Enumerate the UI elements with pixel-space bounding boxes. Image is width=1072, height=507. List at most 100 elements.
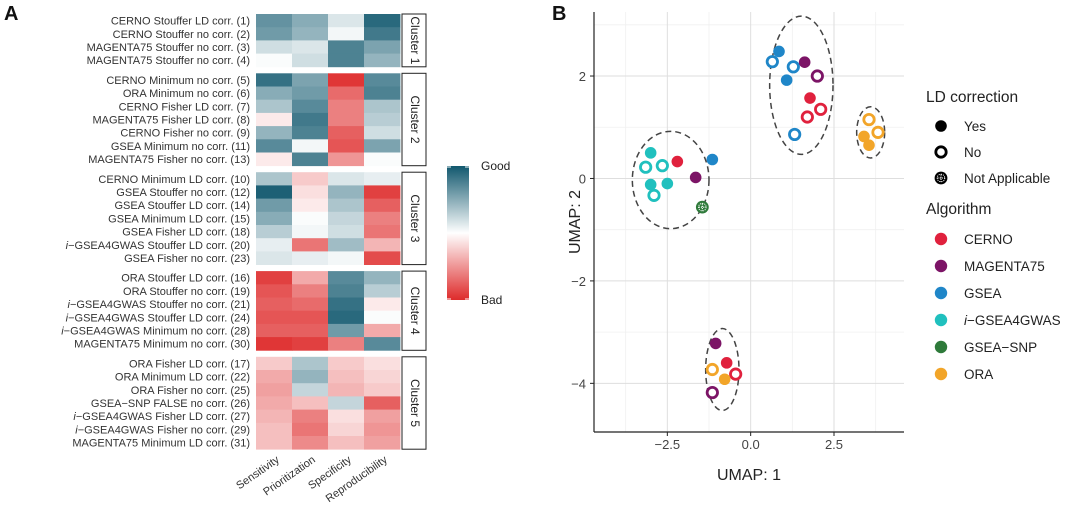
row-label-rest: −GSEA4GWAS Minimum no corr. (28) <box>64 326 250 338</box>
heatmap-cell <box>328 225 365 239</box>
data-point <box>800 110 814 124</box>
legend-label-text: −GSEA4GWAS <box>967 313 1061 328</box>
heatmap-cell <box>364 238 401 252</box>
heatmap-cell <box>328 152 365 167</box>
legend-algorithm-swatch <box>934 232 948 246</box>
heatmap-cell <box>256 297 293 312</box>
heatmap-cell <box>292 211 329 226</box>
x-tick-label: 0.0 <box>742 437 760 452</box>
heatmap-cell <box>256 422 293 437</box>
heatmap-cell <box>364 40 401 54</box>
legend-ld-symbol <box>934 171 948 185</box>
heatmap-cell <box>328 185 365 199</box>
heatmap-cell <box>256 152 293 167</box>
cluster-strip <box>401 13 427 68</box>
data-point <box>871 125 885 139</box>
legend-algorithm-swatch <box>934 286 948 300</box>
heatmap-cell <box>256 251 293 265</box>
heatmap-cell <box>364 436 401 450</box>
legend-algorithm-label: GSEA <box>964 286 1002 301</box>
row-label-rest: −GSEA4GWAS Stouffer LD corr. (24) <box>68 312 250 324</box>
legend-label-text: CERNO <box>964 232 1013 247</box>
heatmap-cell <box>292 225 329 239</box>
heatmap-cell <box>292 323 329 338</box>
heatmap-cell <box>256 139 293 153</box>
legend-algorithm-label: CERNO <box>964 232 1013 247</box>
row-label: ORA Stouffer LD corr. (16) <box>121 273 250 285</box>
cluster-label: Cluster 1 <box>408 16 422 64</box>
data-point <box>720 357 733 369</box>
y-tick-label: −4 <box>571 376 586 391</box>
row-label: i−GSEA4GWAS Stouffer no corr. (21) <box>67 299 250 311</box>
legend-label-text: ORA <box>964 367 993 382</box>
heatmap-cell <box>328 409 365 424</box>
heatmap-cell <box>328 86 365 101</box>
heatmap-cell <box>364 337 401 351</box>
heatmap-cell <box>256 310 293 325</box>
data-point <box>863 139 875 151</box>
heatmap-cell <box>364 225 401 239</box>
heatmap-cell <box>364 383 401 397</box>
panel-label-b: B <box>552 3 566 25</box>
heatmap-cell <box>292 53 329 68</box>
heatmap-cell <box>364 211 401 226</box>
heatmap-cell <box>292 238 329 252</box>
data-point <box>639 160 653 174</box>
heatmap-cell <box>364 323 401 338</box>
legend-algorithm-swatch <box>934 367 948 381</box>
heatmap-cell <box>328 337 365 351</box>
heatmap-cell <box>292 152 329 167</box>
heatmap-cell <box>364 297 401 312</box>
heatmap-cell <box>256 27 293 41</box>
plot-background <box>594 12 904 432</box>
heatmap-cell <box>292 139 329 153</box>
row-label: ORA Stouffer no corr. (19) <box>123 286 250 298</box>
heatmap-cell <box>292 73 329 87</box>
heatmap-cell <box>328 297 365 312</box>
heatmap-cell <box>256 126 293 140</box>
data-point <box>644 147 657 159</box>
row-label-italic-prefix: i <box>66 312 69 324</box>
data-point-ring <box>698 202 707 212</box>
y-tick-label: −2 <box>571 274 586 289</box>
heatmap-cell <box>256 211 293 226</box>
heatmap-cell <box>256 198 293 213</box>
cluster-strip <box>401 356 427 450</box>
heatmap-cell <box>364 370 401 384</box>
cluster-ellipse <box>631 130 710 230</box>
heatmap-cell <box>328 422 365 437</box>
heatmap-cell <box>364 185 401 199</box>
heatmap-cell <box>256 370 293 384</box>
data-point <box>695 200 709 214</box>
heatmap-cell <box>364 356 401 371</box>
data-point <box>780 74 793 86</box>
heatmap-cell <box>364 53 401 68</box>
heatmap-cell <box>328 251 365 265</box>
heatmap-cell <box>292 14 329 28</box>
data-point <box>786 60 800 74</box>
heatmap-cell <box>328 310 365 325</box>
legend-ld-symbol <box>935 120 947 132</box>
data-point <box>644 178 657 191</box>
row-label: i−GSEA4GWAS Minimum no corr. (28) <box>61 326 250 338</box>
cluster-strip <box>401 171 427 266</box>
row-label: GSEA Minimum no corr. (11) <box>111 141 250 153</box>
heatmap-cell <box>364 73 401 87</box>
colorbar <box>447 166 469 300</box>
heatmap-cell <box>256 396 293 410</box>
row-label: CERNO Fisher LD corr. (7) <box>119 101 250 113</box>
heatmap-cell <box>256 73 293 87</box>
y-tick-label: 0 <box>579 171 586 186</box>
row-label: MAGENTA75 Fisher LD corr. (8) <box>93 115 251 127</box>
row-label: ORA Fisher no corr. (25) <box>131 385 250 397</box>
legend-ld-symbol <box>934 145 948 159</box>
heatmap-cell <box>328 14 365 28</box>
heatmap-cell <box>292 396 329 410</box>
cluster-ellipse <box>768 15 834 156</box>
data-point <box>647 188 661 202</box>
heatmap-cell <box>328 370 365 384</box>
cluster-ellipse <box>855 106 886 159</box>
row-label: GSEA Fisher no corr. (23) <box>124 253 250 265</box>
colorbar-bad-label: Bad <box>481 293 502 307</box>
heatmap-cell <box>364 198 401 213</box>
